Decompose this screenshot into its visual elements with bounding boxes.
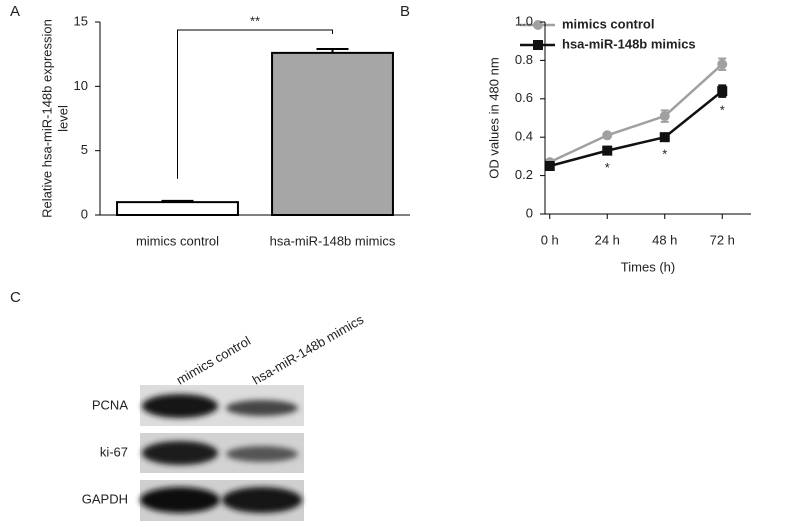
legend-label: mimics control <box>562 16 654 31</box>
x-tick-label: 0 h <box>541 232 559 247</box>
x-axis-label: Times (h) <box>621 259 675 274</box>
x-tick-label: mimics control <box>136 233 219 248</box>
x-tick-label: 72 h <box>710 232 735 247</box>
series-line <box>549 63 724 164</box>
row-label: GAPDH <box>82 491 128 506</box>
marker <box>659 111 670 122</box>
y-tick-label: 0 <box>526 205 533 220</box>
y-tick-label: 0.2 <box>515 167 533 182</box>
x-tick-label: 48 h <box>652 232 677 247</box>
column-label: hsa-miR-148b mimics <box>250 311 367 387</box>
y-axis-label: level <box>55 105 70 132</box>
legend-marker <box>533 40 543 50</box>
y-axis-label: OD values in 480 nm <box>486 57 501 178</box>
significance-label: * <box>605 160 610 175</box>
error-bar <box>316 48 349 53</box>
bar <box>116 201 239 216</box>
x-tick-label: hsa-miR-148b mimics <box>270 233 396 248</box>
legend-label: hsa-miR-148b mimics <box>562 36 696 51</box>
bar <box>271 51 394 216</box>
marker <box>659 132 670 143</box>
significance-label: * <box>662 146 667 161</box>
y-tick-label: 1.0 <box>515 13 533 28</box>
marker <box>544 161 555 171</box>
error-bar <box>161 199 194 203</box>
marker <box>602 130 613 141</box>
row-label: ki-67 <box>100 444 128 459</box>
marker <box>717 59 728 70</box>
column-label: mimics control <box>174 333 254 388</box>
panel-label: C <box>10 289 21 306</box>
x-tick-label: 24 h <box>595 232 620 247</box>
blot-image <box>140 385 304 521</box>
y-tick-label: 15 <box>74 13 88 28</box>
y-tick-label: 0.4 <box>515 129 533 144</box>
marker <box>602 145 613 156</box>
y-tick-label: 5 <box>81 142 88 157</box>
panel-label: A <box>10 3 20 20</box>
series-line <box>549 90 724 168</box>
y-tick-label: 0.8 <box>515 52 533 67</box>
significance-bracket <box>177 29 333 179</box>
panel-label: B <box>400 3 410 20</box>
y-tick-label: 0 <box>81 206 88 221</box>
row-label: PCNA <box>92 397 128 412</box>
significance-label: * <box>720 102 725 117</box>
marker <box>717 86 728 97</box>
y-tick-label: 10 <box>74 78 88 93</box>
y-tick-label: 0.6 <box>515 90 533 105</box>
significance-label: ** <box>250 13 260 28</box>
y-axis-label: Relative hsa-miR-148b expression <box>39 19 54 218</box>
